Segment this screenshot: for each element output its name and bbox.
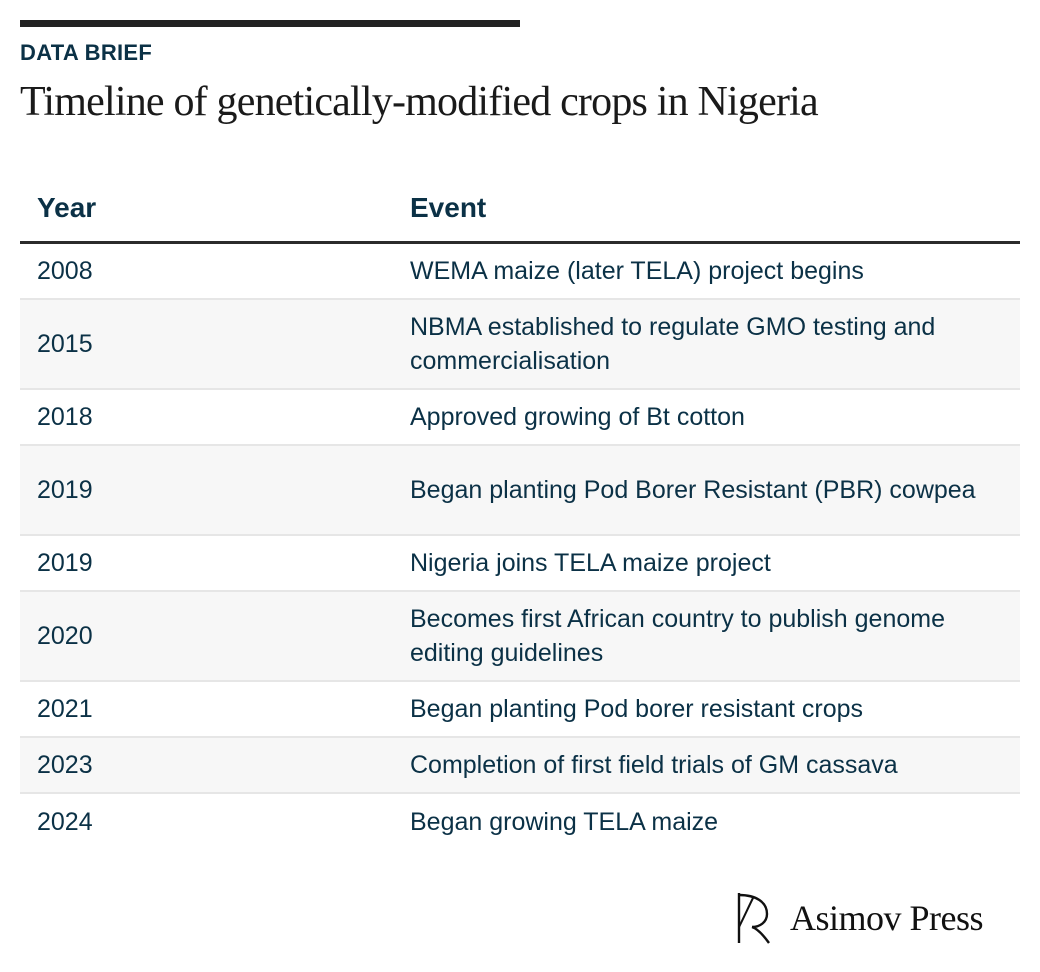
table-row: 2021 Began planting Pod borer resistant … — [20, 682, 1020, 738]
row-year: 2023 — [37, 751, 93, 779]
asimov-press-logo-icon — [736, 892, 772, 944]
table-header: Year Event — [20, 174, 1020, 244]
table-row: 2015 NBMA established to regulate GMO te… — [20, 300, 1020, 390]
brand-mark: Asimov Press — [736, 892, 984, 944]
row-year: 2021 — [37, 695, 93, 723]
row-year: 2018 — [37, 403, 93, 431]
section-kicker: DATA BRIEF — [20, 40, 153, 65]
brand-name: Asimov Press — [790, 898, 984, 938]
table-row: 2020 Becomes first African country to pu… — [20, 592, 1020, 682]
table-row: 2019 Began planting Pod Borer Resistant … — [20, 446, 1020, 536]
row-year: 2019 — [37, 549, 93, 577]
page-title: Timeline of genetically-modified crops i… — [20, 79, 819, 125]
table-row: 2023 Completion of first field trials of… — [20, 738, 1020, 794]
row-event: NBMA established to regulate GMO testing… — [410, 313, 936, 375]
column-header-event: Event — [410, 192, 487, 223]
top-rule — [20, 20, 520, 27]
row-event: Began growing TELA maize — [410, 808, 719, 836]
row-year: 2008 — [37, 257, 93, 285]
timeline-table: Year Event 2008 WEMA maize (later TELA) … — [20, 174, 1020, 850]
table-row: 2018 Approved growing of Bt cotton — [20, 390, 1020, 446]
column-header-year: Year — [37, 192, 97, 223]
row-year: 2015 — [37, 330, 93, 358]
row-event: Completion of first field trials of GM c… — [410, 751, 898, 779]
table-row: 2019 Nigeria joins TELA maize project — [20, 536, 1020, 592]
row-event: Approved growing of Bt cotton — [410, 403, 745, 431]
row-event: Becomes first African country to publish… — [410, 605, 945, 667]
row-year: 2019 — [37, 476, 93, 504]
table-row: 2008 WEMA maize (later TELA) project beg… — [20, 244, 1020, 300]
row-event: Began planting Pod borer resistant crops — [410, 695, 864, 723]
row-year: 2020 — [37, 622, 93, 650]
row-event: Began planting Pod Borer Resistant (PBR)… — [410, 476, 976, 504]
row-year: 2024 — [37, 808, 93, 836]
table-row: 2024 Began growing TELA maize — [20, 794, 1020, 850]
row-event: Nigeria joins TELA maize project — [410, 549, 771, 577]
row-event: WEMA maize (later TELA) project begins — [410, 257, 864, 285]
